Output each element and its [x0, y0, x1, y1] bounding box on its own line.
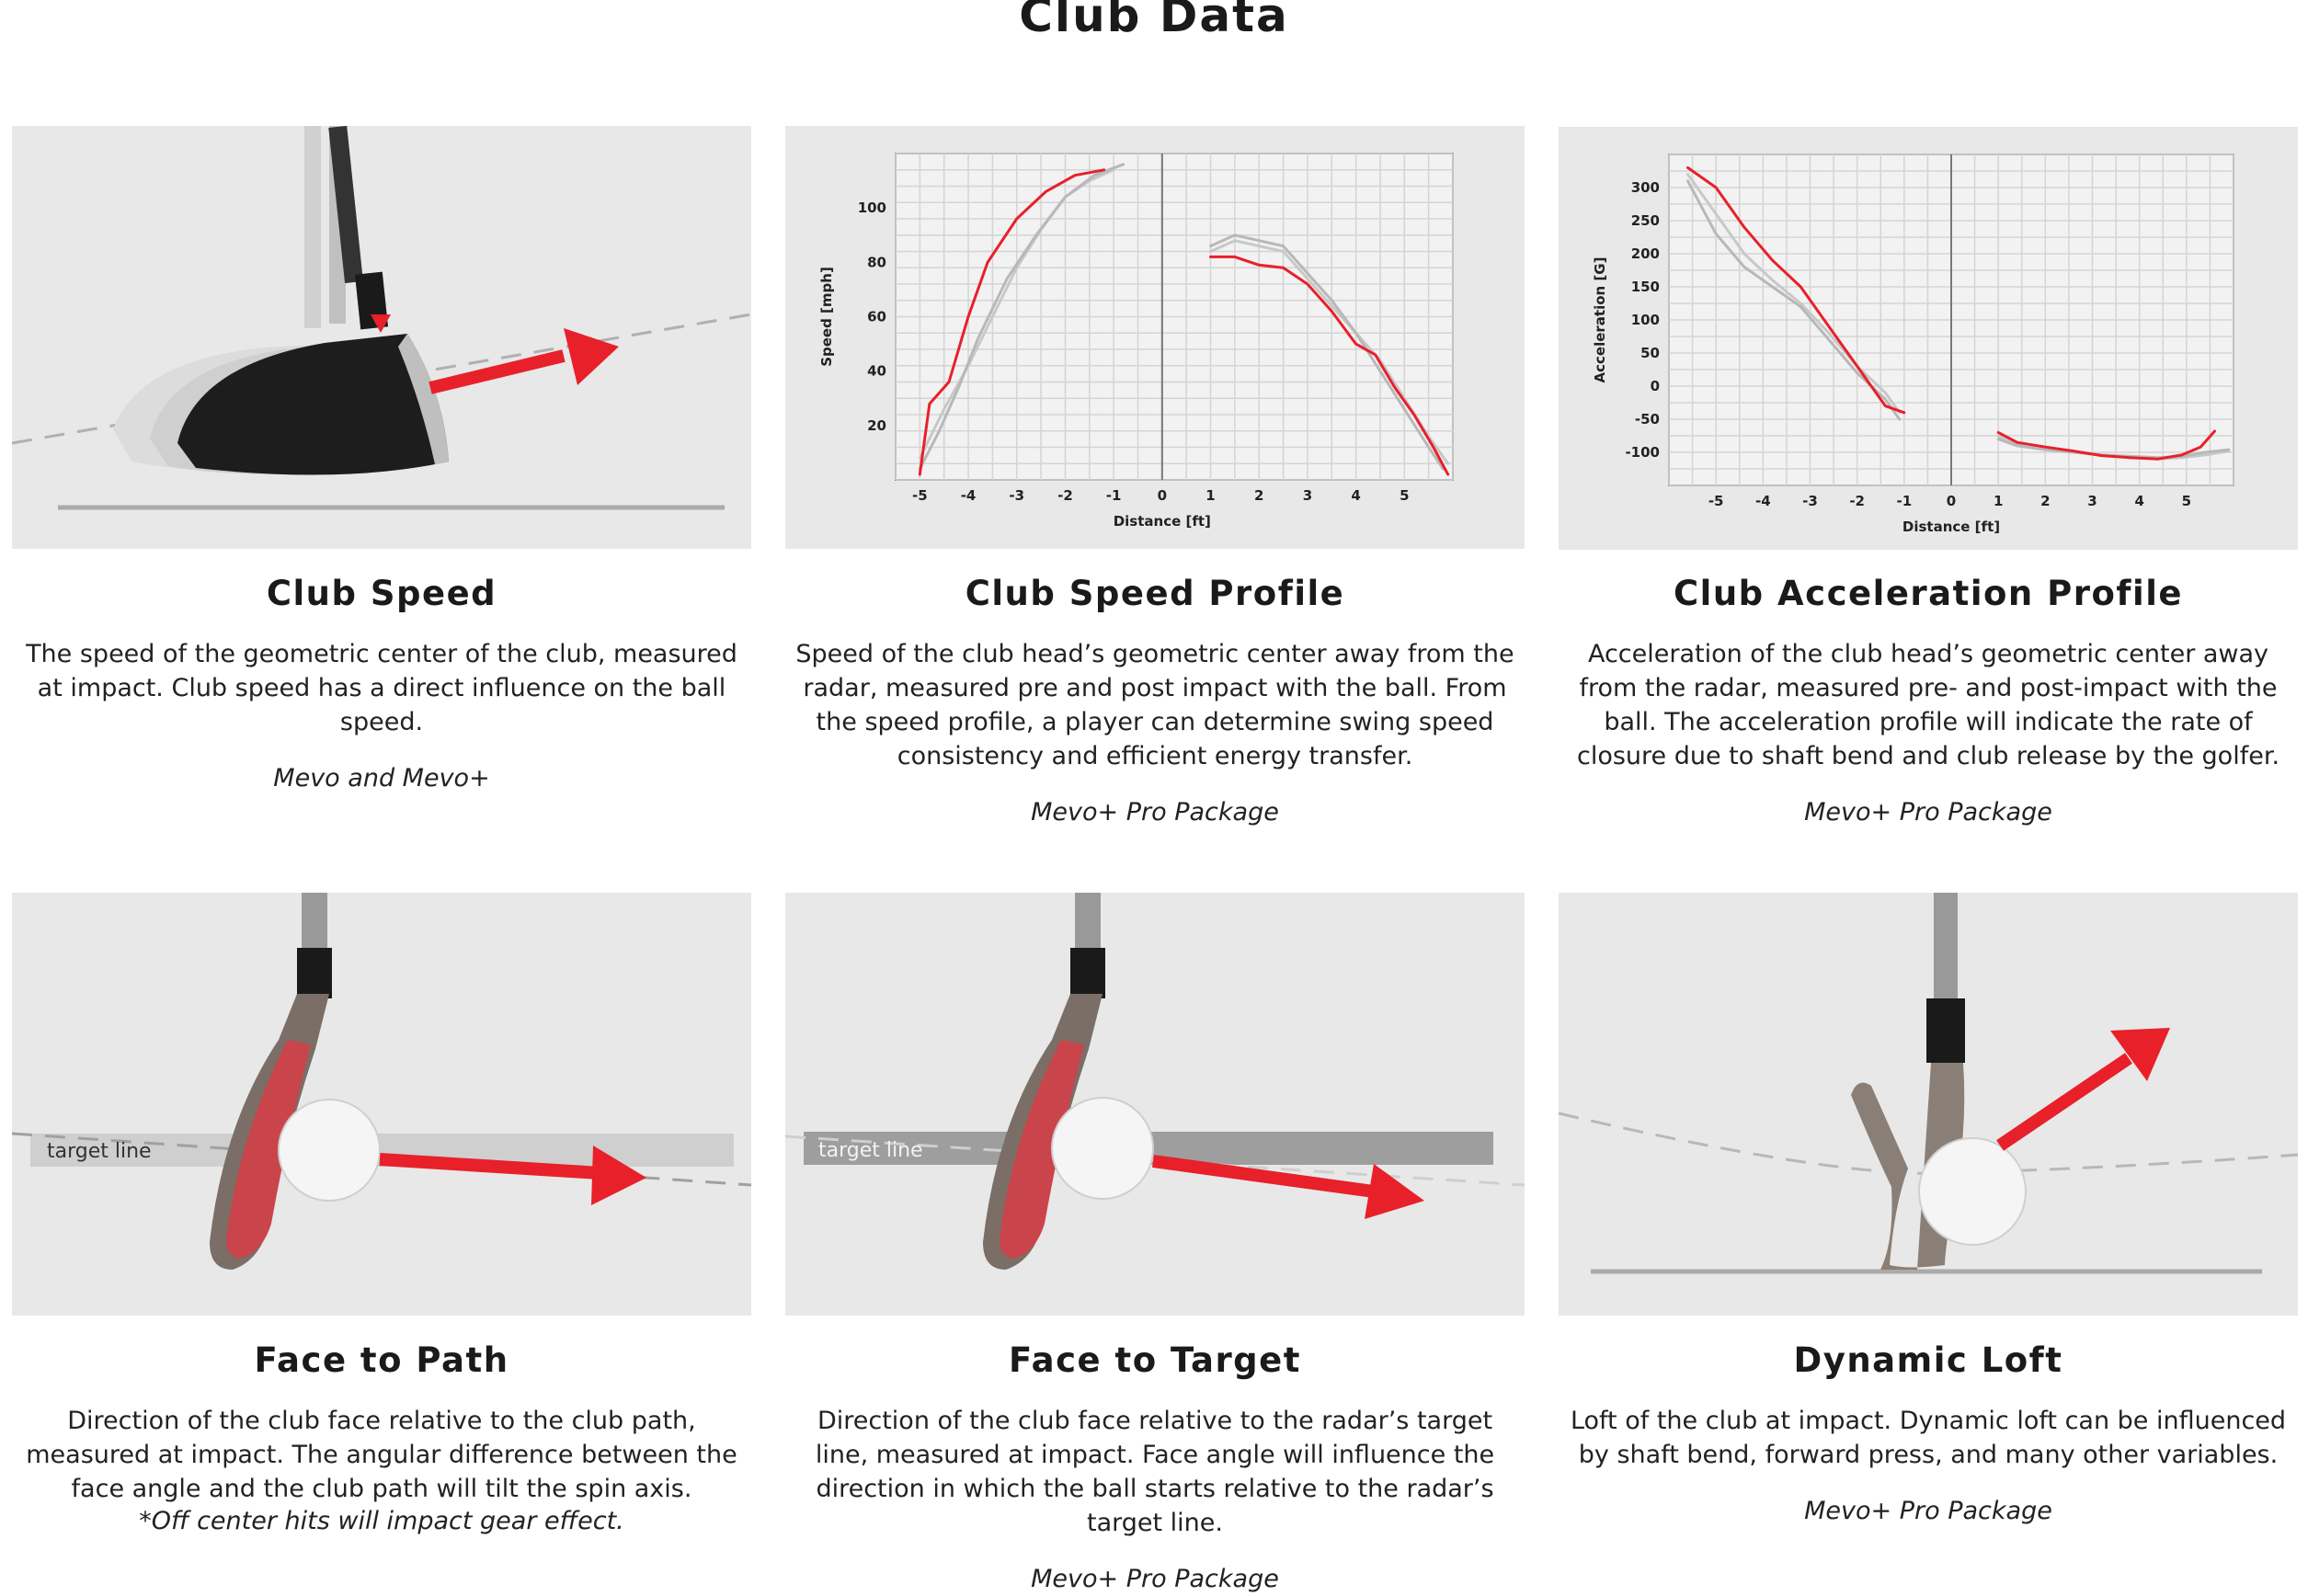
x-tick-label: 2 [1254, 487, 1263, 504]
y-tick-label: 150 [1631, 279, 1660, 295]
acceleration-profile-chart-svg: -5 -4 -3 -2 -1 0 1 2 3 4 5 300 250 200 150 100 50 0 -50 -10… [1592, 154, 2234, 535]
card-description: Loft of the club at impact. Dynamic loft… [1570, 1407, 2287, 1469]
card-package: Mevo+ Pro Package [1804, 798, 2052, 826]
series-line-pre [918, 163, 1125, 471]
face-to-path-illustration: target line [12, 893, 751, 1316]
card-club-acceleration-profile: -5 -4 -3 -2 -1 0 1 2 3 4 5 300 250 200 150 100 50 0 -50 -10… [1559, 126, 2298, 829]
x-tick-label: -1 [1106, 487, 1122, 504]
card-package: Mevo+ Pro Package [1031, 798, 1279, 826]
y-tick-label: 20 [867, 417, 886, 434]
card-club-speed: Club Speed The speed of the geometric ce… [12, 126, 751, 795]
card-face-to-path: target line Face to Path Direction of th… [12, 893, 751, 1538]
y-tick-label: 40 [867, 363, 886, 380]
y-tick-label: -50 [1635, 411, 1660, 428]
y-tick-label: 300 [1631, 179, 1660, 196]
card-package: Mevo+ Pro Package [1031, 1565, 1279, 1593]
x-tick-label: 5 [1400, 487, 1409, 504]
x-tick-label: 0 [1158, 487, 1167, 504]
face-to-target-graphic: target line [785, 893, 1525, 1270]
series-line-pre [1686, 173, 1902, 415]
card-title: Face to Path [254, 1340, 509, 1380]
page-title: Club Data [1019, 0, 1289, 42]
card-description: Speed of the club head’s geometric cente… [795, 640, 1514, 770]
series-line-pre [1686, 165, 1906, 415]
y-tick-label: 200 [1631, 245, 1660, 262]
y-tick-label: 100 [1631, 312, 1660, 328]
card-description: Direction of the club face relative to t… [26, 1407, 737, 1503]
card-dynamic-loft: Dynamic Loft Loft of the club at impact.… [1559, 893, 2298, 1528]
y-axis-label: Speed [mph] [818, 267, 835, 367]
card-title: Dynamic Loft [1793, 1340, 2063, 1380]
x-tick-label: 1 [1205, 487, 1215, 504]
x-tick-label: -2 [1057, 487, 1073, 504]
card-face-to-target: target line Face to Target Direction of … [785, 893, 1525, 1596]
series-line-post [1209, 255, 1450, 476]
x-tick-label: 0 [1947, 493, 1956, 509]
face-to-target-illustration: target line [785, 893, 1525, 1316]
card-title: Club Acceleration Profile [1674, 574, 2183, 613]
card-title: Club Speed Profile [965, 574, 1345, 613]
x-tick-label: 3 [1303, 487, 1312, 504]
club-speed-illustration [12, 126, 751, 549]
series-line-pre [918, 168, 1106, 476]
dynamic-loft-graphic [1559, 893, 2298, 1274]
y-tick-label: 0 [1651, 378, 1660, 394]
x-tick-label: -2 [1849, 493, 1865, 509]
x-tick-label: -1 [1896, 493, 1912, 509]
y-tick-label: 80 [867, 254, 886, 270]
club-speed-profile-chart: -5 -4 -3 -2 -1 0 1 2 3 4 5 20 40 60 80 100 Distance [ft]… [785, 126, 1525, 549]
x-tick-label: 4 [2134, 493, 2143, 509]
card-note: *Off center hits will impact gear effect… [139, 1507, 624, 1535]
card-title: Face to Target [1009, 1340, 1301, 1380]
x-tick-label: -5 [1708, 493, 1724, 509]
x-tick-label: 2 [2040, 493, 2050, 509]
card-package: Mevo+ Pro Package [1804, 1497, 2052, 1525]
card-title: Club Speed [266, 574, 497, 613]
x-axis-label: Distance [ft] [1114, 513, 1211, 530]
x-tick-label: 4 [1351, 487, 1360, 504]
y-tick-label: 100 [858, 200, 886, 216]
series-line-post [1209, 234, 1445, 471]
x-tick-label: 5 [2182, 493, 2191, 509]
x-tick-label: -3 [1009, 487, 1024, 504]
club-acceleration-profile-chart: -5 -4 -3 -2 -1 0 1 2 3 4 5 300 250 200 150 100 50 0 -50 -10… [1559, 127, 2298, 550]
x-tick-label: 3 [2087, 493, 2097, 509]
x-tick-label: -5 [912, 487, 928, 504]
x-tick-label: -4 [961, 487, 977, 504]
y-tick-label: 50 [1640, 345, 1660, 361]
target-line-label: target line [47, 1140, 152, 1163]
speed-profile-chart-svg: -5 -4 -3 -2 -1 0 1 2 3 4 5 20 40 60 80 100 Distance [ft]… [818, 153, 1454, 530]
series-line-post [1996, 429, 2216, 461]
card-club-speed-profile: -5 -4 -3 -2 -1 0 1 2 3 4 5 20 40 60 80 100 Distance [ft]… [785, 126, 1525, 829]
card-package: Mevo and Mevo+ [273, 764, 490, 792]
y-tick-label: 60 [867, 309, 886, 325]
x-tick-label: -4 [1755, 493, 1771, 509]
x-tick-label: 1 [1994, 493, 2003, 509]
y-tick-label: -100 [1625, 444, 1660, 461]
card-description: The speed of the geometric center of the… [26, 640, 737, 736]
card-description: Acceleration of the club head’s geometri… [1576, 640, 2280, 770]
x-axis-label: Distance [ft] [1902, 519, 2000, 535]
dynamic-loft-illustration [1559, 893, 2298, 1316]
x-tick-label: -3 [1802, 493, 1818, 509]
club-speed-graphic [12, 126, 751, 510]
target-line-label: target line [818, 1139, 923, 1162]
face-to-path-graphic: target line [12, 893, 751, 1270]
y-tick-label: 250 [1631, 212, 1660, 229]
y-axis-label: Acceleration [G] [1592, 257, 1608, 383]
card-description: Direction of the club face relative to t… [815, 1407, 1495, 1537]
